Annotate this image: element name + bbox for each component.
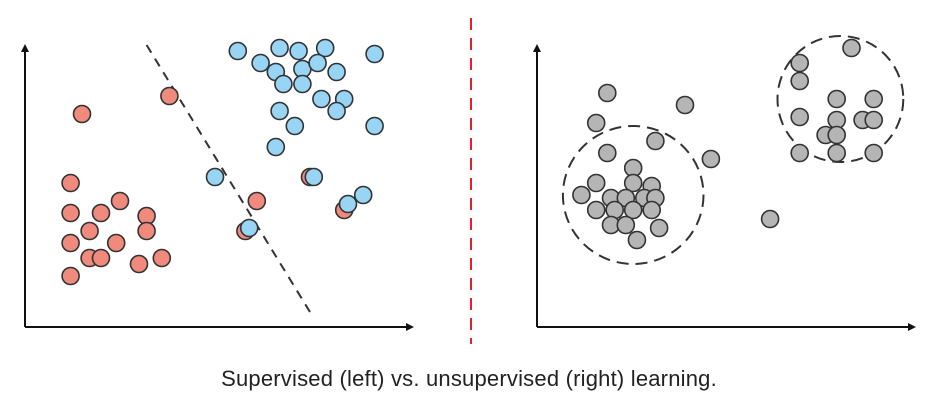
- data-point: [270, 101, 289, 121]
- data-point: [160, 86, 179, 106]
- cluster-outline-1: [561, 125, 705, 265]
- data-point: [106, 233, 126, 253]
- unsupervised-panel: [533, 35, 916, 331]
- data-point: [137, 221, 156, 241]
- data-point: [586, 113, 606, 133]
- data-point: [597, 143, 617, 163]
- data-point: [627, 230, 647, 250]
- data-point: [827, 143, 847, 163]
- data-point: [353, 185, 373, 205]
- data-point: [623, 173, 643, 193]
- data-point: [790, 71, 810, 91]
- data-point: [270, 38, 289, 58]
- data-point: [312, 89, 331, 109]
- supervised-panel: [21, 38, 414, 331]
- data-point: [327, 62, 346, 82]
- data-point: [110, 191, 130, 211]
- data-point: [61, 266, 80, 286]
- data-point: [152, 248, 172, 268]
- data-point: [760, 209, 780, 229]
- data-point: [827, 125, 847, 145]
- data-point: [72, 104, 92, 124]
- data-point: [91, 203, 111, 223]
- data-point: [864, 89, 884, 109]
- data-point: [365, 116, 384, 136]
- data-point: [304, 167, 324, 187]
- figure-caption: Supervised (left) vs. unsupervised (righ…: [221, 366, 717, 391]
- data-point: [61, 203, 80, 223]
- data-point: [61, 173, 80, 193]
- data-point: [790, 53, 810, 73]
- data-point: [842, 38, 861, 58]
- cluster-outline-2: [776, 35, 905, 163]
- data-point: [239, 218, 259, 238]
- data-point: [790, 107, 810, 127]
- data-point: [675, 95, 695, 115]
- data-point: [80, 221, 99, 241]
- data-point: [864, 143, 884, 163]
- data-point: [205, 167, 225, 187]
- data-point: [91, 248, 111, 268]
- data-point: [365, 44, 384, 64]
- data-point: [338, 194, 358, 214]
- data-point: [289, 41, 308, 61]
- data-point: [308, 53, 327, 73]
- data-point: [597, 83, 617, 103]
- data-point: [266, 137, 286, 157]
- data-point: [642, 200, 662, 220]
- data-point: [864, 110, 884, 130]
- data-point: [605, 200, 625, 220]
- data-point: [649, 218, 669, 238]
- data-point: [274, 74, 293, 94]
- data-point: [586, 200, 606, 220]
- data-point: [572, 185, 591, 205]
- data-point: [228, 41, 248, 61]
- data-point: [129, 254, 149, 274]
- data-point: [586, 173, 606, 193]
- data-point: [285, 116, 305, 136]
- data-point: [327, 101, 346, 121]
- data-point: [827, 89, 847, 109]
- data-point: [247, 191, 267, 211]
- data-point: [61, 233, 80, 253]
- data-point: [646, 131, 665, 151]
- data-point: [623, 200, 643, 220]
- data-point: [701, 149, 721, 169]
- data-point: [315, 38, 335, 58]
- data-point: [790, 143, 810, 163]
- data-point: [251, 53, 270, 73]
- data-point: [616, 215, 636, 235]
- data-point: [293, 74, 312, 94]
